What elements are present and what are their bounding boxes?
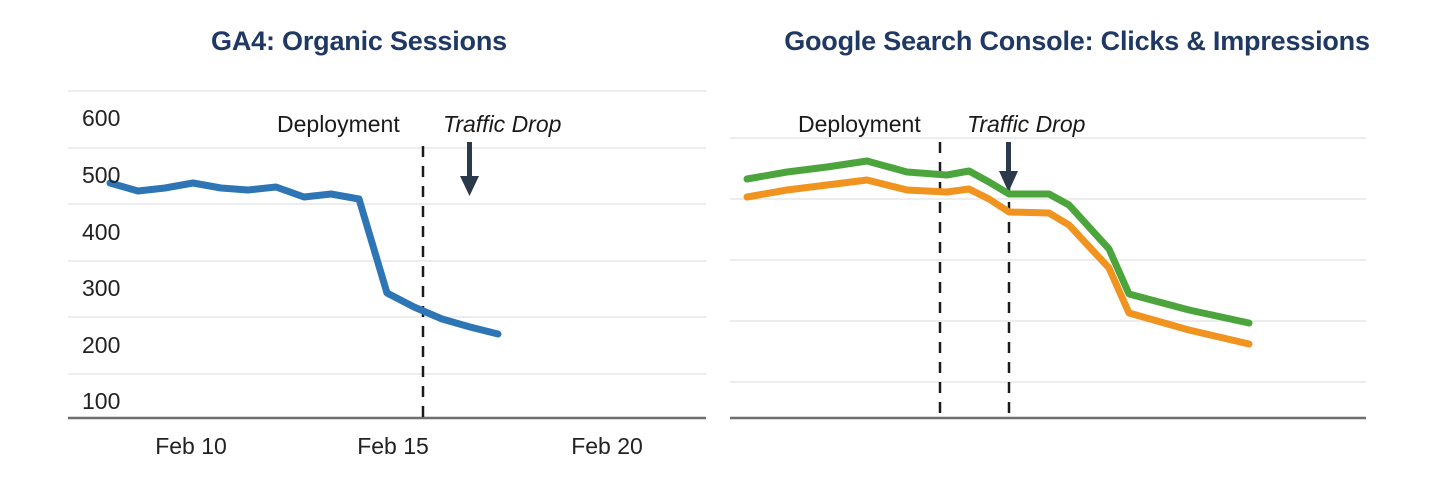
y-tick-ga4-200: 200 [82, 332, 121, 358]
x-tick-ga4-feb10: Feb 10 [155, 433, 227, 459]
annotation-deployment-gsc: Deployment [798, 111, 921, 137]
y-tick-ga4-500: 500 [82, 162, 121, 188]
x-tick-ga4-feb20: Feb 20 [571, 433, 643, 459]
traffic-drop-arrow-ga4 [460, 142, 479, 196]
y-tick-ga4-400: 400 [82, 219, 121, 245]
y-tick-ga4-300: 300 [82, 275, 121, 301]
y-tick-ga4-600: 600 [82, 105, 121, 131]
y-tick-ga4-100: 100 [82, 388, 121, 414]
annotation-deployment-ga4: Deployment [277, 111, 400, 137]
annotation-traffic-drop-ga4: Traffic Drop [443, 111, 562, 137]
traffic-drop-arrow-gsc [999, 142, 1018, 192]
annotation-traffic-drop-gsc: Traffic Drop [967, 111, 1086, 137]
plot-area-gsc [718, 0, 1436, 496]
gridlines-gsc [730, 137, 1366, 383]
chart-panel-search-console: Google Search Console: Clicks & Impressi… [718, 0, 1436, 496]
series-line-organic-sessions [106, 179, 502, 338]
gridlines-ga4 [68, 90, 706, 375]
series-line-impressions [743, 157, 1253, 327]
chart-title-ga4: GA4: Organic Sessions [211, 26, 507, 56]
chart-panel-ga4-organic-sessions: GA4: Organic Sessions [68, 26, 706, 459]
series-line-clicks [743, 176, 1253, 348]
x-tick-ga4-feb15: Feb 15 [357, 433, 429, 459]
chart-title-gsc: Google Search Console: Clicks & Impressi… [784, 26, 1370, 56]
plot-area-ga4 [68, 90, 706, 420]
